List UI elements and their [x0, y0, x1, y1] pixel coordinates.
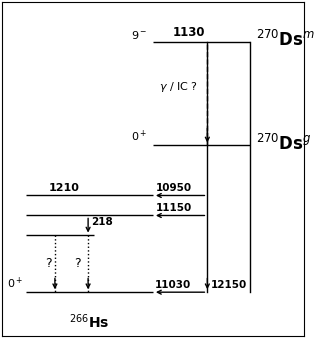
Text: $0^+$: $0^+$ [7, 276, 23, 291]
Text: 1130: 1130 [173, 26, 205, 39]
Text: $^{270}$Ds$^g$: $^{270}$Ds$^g$ [256, 134, 311, 154]
Text: 11150: 11150 [156, 203, 192, 214]
Text: 11030: 11030 [154, 280, 191, 290]
Text: $^{270}$Ds$^m$: $^{270}$Ds$^m$ [256, 30, 315, 50]
Text: ?: ? [74, 257, 81, 270]
Text: $0^+$: $0^+$ [131, 129, 147, 144]
Text: 1210: 1210 [48, 183, 79, 193]
Text: $^{266}$Hs: $^{266}$Hs [70, 312, 110, 331]
Text: $9^-$: $9^-$ [131, 29, 147, 41]
Text: 218: 218 [91, 217, 113, 227]
Text: 10950: 10950 [156, 184, 192, 193]
Text: $\gamma$ / IC ?: $\gamma$ / IC ? [159, 80, 198, 94]
Text: 12150: 12150 [210, 280, 247, 290]
Text: ?: ? [46, 257, 52, 270]
